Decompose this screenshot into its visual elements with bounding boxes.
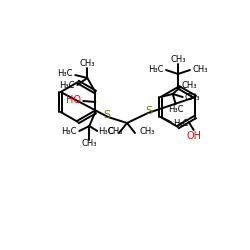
Text: OH: OH — [186, 131, 201, 141]
Text: S: S — [104, 110, 110, 120]
Text: CH₃: CH₃ — [82, 140, 97, 148]
Text: H₃C: H₃C — [148, 64, 164, 74]
Text: H₃C: H₃C — [60, 82, 75, 90]
Text: S: S — [146, 106, 152, 116]
Text: H₃C: H₃C — [62, 128, 77, 136]
Text: CH₃: CH₃ — [107, 128, 123, 136]
Text: HO: HO — [66, 95, 81, 105]
Text: CH₃: CH₃ — [182, 80, 198, 90]
Text: CH₃: CH₃ — [140, 128, 156, 136]
Text: H₃C: H₃C — [168, 106, 184, 114]
Text: H₃C: H₃C — [173, 118, 188, 128]
Text: CH₃: CH₃ — [192, 64, 208, 74]
Text: H₃C: H₃C — [98, 128, 114, 136]
Text: CH₃: CH₃ — [170, 56, 186, 64]
Text: CH₃: CH₃ — [185, 94, 200, 102]
Text: CH₃: CH₃ — [80, 60, 95, 68]
Text: H₃C: H₃C — [58, 70, 73, 78]
